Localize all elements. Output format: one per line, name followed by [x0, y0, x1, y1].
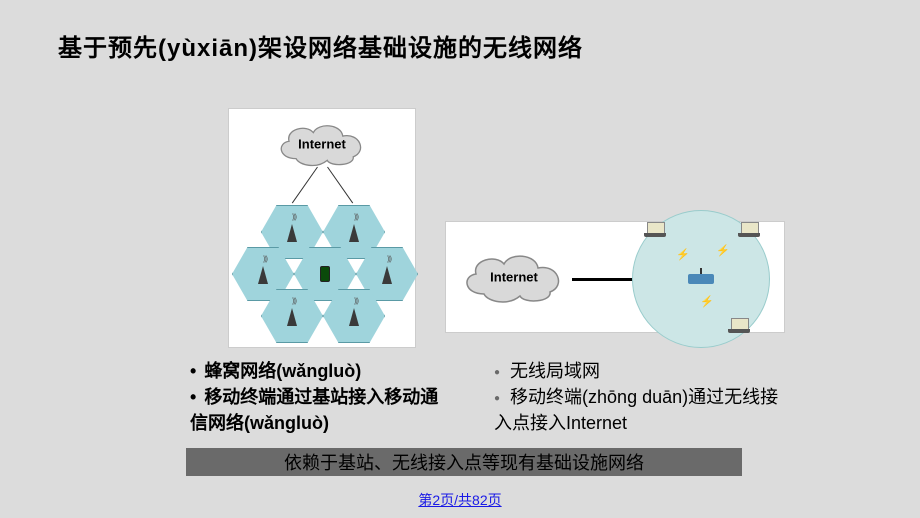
- slide: 基于预先(yùxiān)架设网络基础设施的无线网络 Internet Inter…: [0, 0, 920, 518]
- base-station-icon: [257, 264, 269, 284]
- laptop-icon: [738, 222, 760, 236]
- wifi-signal-icon: ⚡: [700, 295, 714, 308]
- cloud-label: Internet: [454, 269, 574, 284]
- page-number[interactable]: 第2页/共82页: [418, 490, 501, 510]
- wifi-signal-icon: ⚡: [716, 244, 730, 257]
- phone-icon: [320, 266, 330, 282]
- wlan-coverage: ⚡ ⚡ ⚡: [632, 210, 770, 348]
- link-line: [327, 167, 353, 204]
- bullet-item: 蜂窝网络(wǎngluò): [190, 358, 444, 384]
- slide-title: 基于预先(yùxiān)架设网络基础设施的无线网络: [58, 28, 583, 63]
- bullet-item: 无线局域网: [494, 358, 794, 384]
- bullet-item: 移动终端通过基站接入移动通信网络(wǎngluò): [190, 384, 444, 436]
- base-station-icon: [381, 264, 393, 284]
- access-point-icon: [688, 274, 714, 284]
- hex-grid: [232, 205, 412, 345]
- internet-cloud-right: Internet: [454, 246, 574, 306]
- internet-cloud-left: Internet: [267, 117, 377, 169]
- wlan-bullets: 无线局域网 移动终端(zhōng duān)通过无线接入点接入Internet: [494, 358, 794, 436]
- cellular-bullets: 蜂窝网络(wǎngluò) 移动终端通过基站接入移动通信网络(wǎngluò): [190, 358, 444, 436]
- cloud-label: Internet: [267, 136, 377, 151]
- summary-bar: 依赖于基站、无线接入点等现有基础设施网络: [186, 448, 742, 476]
- bullet-item: 移动终端(zhōng duān)通过无线接入点接入Internet: [494, 384, 794, 436]
- base-station-icon: [286, 306, 298, 326]
- wifi-signal-icon: ⚡: [676, 248, 690, 261]
- cellular-diagram: Internet: [228, 108, 416, 348]
- wlan-diagram: Internet ⚡ ⚡ ⚡: [445, 221, 785, 333]
- base-station-icon: [348, 222, 360, 242]
- link-line: [292, 167, 318, 204]
- laptop-icon: [644, 222, 666, 236]
- base-station-icon: [286, 222, 298, 242]
- base-station-icon: [348, 306, 360, 326]
- laptop-icon: [728, 318, 750, 332]
